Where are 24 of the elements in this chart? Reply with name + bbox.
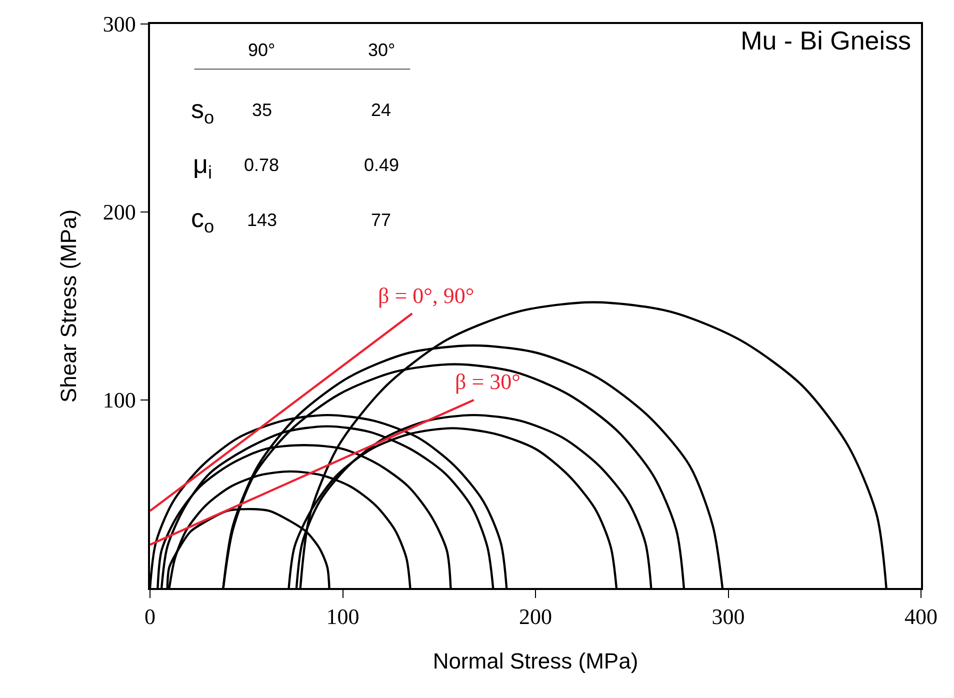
chart-title: Mu - Bi Gneiss: [740, 26, 912, 56]
annotation: c$_{o}$: [191, 203, 214, 236]
annotation: 90°: [248, 40, 276, 60]
series-label: β = 30°: [455, 369, 520, 394]
x-tick-label: 100: [326, 604, 360, 630]
y-tick-label: 100: [102, 388, 136, 413]
series-label: β = 0°, 90°: [378, 283, 474, 308]
annotation: 143: [247, 210, 278, 230]
x-tick-label: 0: [144, 604, 156, 630]
x-axis-title: Normal Stress (MPa): [432, 648, 638, 674]
x-tick-label: 200: [519, 604, 552, 630]
annotation: 30°: [368, 40, 396, 60]
annotation: 0.49: [364, 155, 400, 175]
annotation: 0.78: [244, 155, 280, 175]
x-tick-label: 400: [904, 604, 938, 630]
y-tick-label: 300: [102, 12, 136, 37]
annotation: 24: [371, 100, 392, 120]
y-tick-label: 200: [102, 200, 136, 225]
y-axis-title: Shear Stress (MPa): [56, 209, 82, 403]
annotation: s$_{o}$: [191, 94, 214, 128]
annotation: 77: [371, 210, 392, 230]
annotation: μ$_{i}$: [193, 149, 212, 182]
x-tick-label: 300: [712, 604, 745, 630]
annotation: 35: [252, 100, 272, 120]
